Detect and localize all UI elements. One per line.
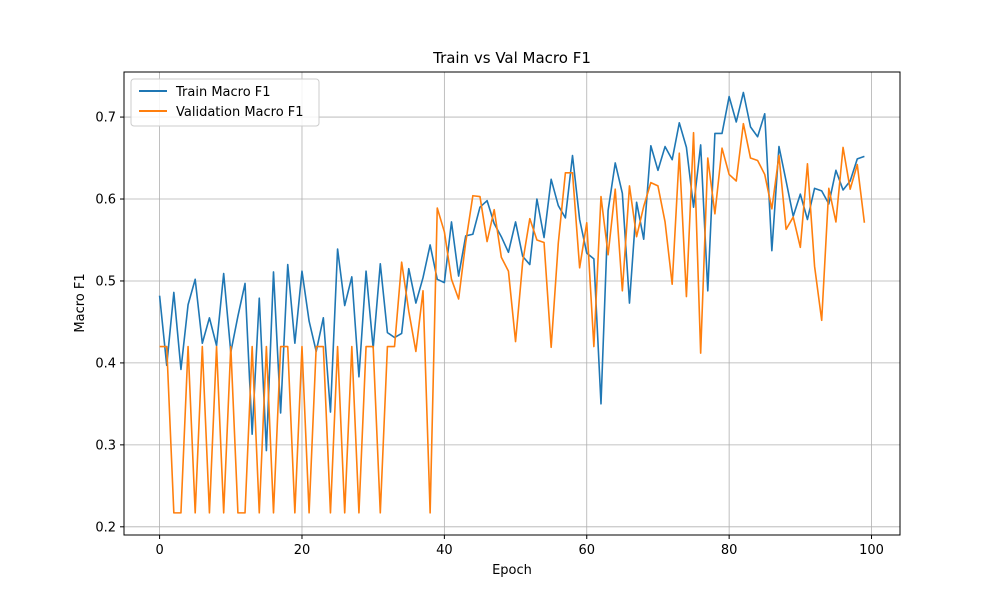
series-line-validation xyxy=(159,122,866,514)
y-tick-label: 0.7 xyxy=(95,111,116,126)
legend-label-train: Train Macro F1 xyxy=(175,85,271,100)
y-tick-label: 0.6 xyxy=(95,193,116,208)
y-tick-label: 0.4 xyxy=(95,356,116,371)
series-layer xyxy=(158,91,866,514)
x-tick-label: 80 xyxy=(721,543,738,558)
y-tick-label: 0.5 xyxy=(95,274,116,289)
y-axis-label: Macro F1 xyxy=(73,273,88,332)
series-line-train xyxy=(158,91,865,452)
y-axis: 0.2 0.3 0.4 0.5 0.6 0.7 xyxy=(95,111,124,535)
x-tick-label: 100 xyxy=(859,543,884,558)
x-tick-label: 20 xyxy=(294,543,311,558)
legend-label-validation: Validation Macro F1 xyxy=(176,105,304,120)
x-axis-label: Epoch xyxy=(492,563,532,578)
y-tick-label: 0.2 xyxy=(95,520,116,535)
legend: Train Macro F1 Validation Macro F1 xyxy=(130,78,320,127)
x-tick-label: 60 xyxy=(578,543,595,558)
x-axis: 0 20 40 60 80 100 xyxy=(155,535,884,558)
x-tick-label: 0 xyxy=(155,543,163,558)
x-tick-label: 40 xyxy=(436,543,453,558)
chart-title: Train vs Val Macro F1 xyxy=(432,49,591,67)
plot-frame xyxy=(123,71,901,536)
legend-box xyxy=(130,78,320,127)
y-tick-label: 0.3 xyxy=(95,438,116,453)
